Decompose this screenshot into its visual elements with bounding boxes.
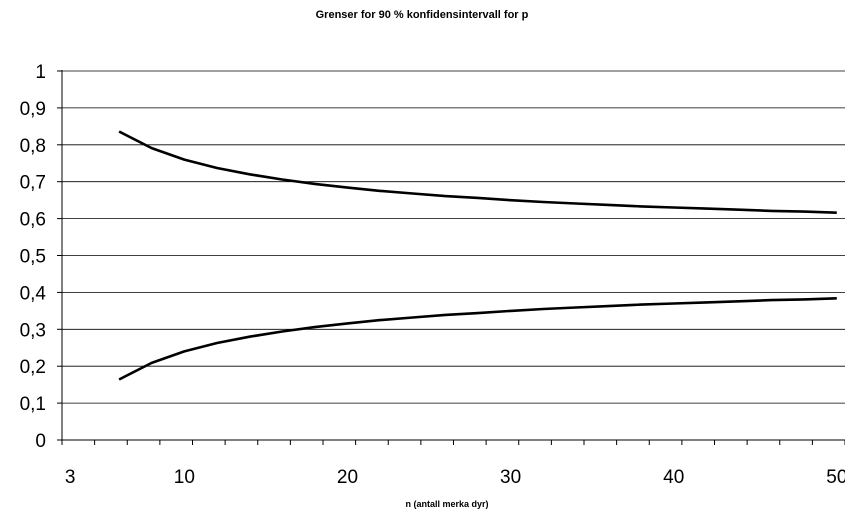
y-tick-label: 0,7 xyxy=(20,173,46,194)
y-tick-label: 0,3 xyxy=(20,320,46,341)
upper-limit-line xyxy=(118,130,837,214)
y-tick-labels: 0 0,1 0,2 0,3 0,4 0,5 0,6 0,7 0,8 0,9 1 xyxy=(20,62,47,452)
x-tick-label: 20 xyxy=(337,467,358,488)
y-tick-label: 0 xyxy=(35,431,46,452)
y-tick-label: 0,1 xyxy=(20,394,46,415)
x-tick-label: 40 xyxy=(663,467,684,488)
series-lines xyxy=(118,130,837,381)
x-tick-label: 10 xyxy=(174,467,195,488)
x-tick-label: 50 xyxy=(826,467,845,488)
y-tick-label: 0,5 xyxy=(20,247,46,268)
chart-title: Grenser for 90 % konfidensintervall for … xyxy=(316,9,529,21)
x-tick-label: 30 xyxy=(500,467,521,488)
y-tick-label: 0,8 xyxy=(20,136,46,157)
y-tick-label: 1 xyxy=(35,62,46,83)
y-tick-label: 0,4 xyxy=(20,283,47,304)
y-tick-label: 0,6 xyxy=(20,210,46,231)
x-tick-label: 3 xyxy=(65,467,76,488)
y-tick-label: 0,9 xyxy=(20,99,46,120)
axes xyxy=(57,70,845,445)
x-tick-labels: 3 10 20 30 40 50 xyxy=(65,467,845,488)
y-tick-label: 0,2 xyxy=(20,357,46,378)
gridlines xyxy=(62,70,845,404)
lower-limit-line xyxy=(118,297,837,381)
x-axis-label: n (antall merka dyr) xyxy=(405,499,488,509)
